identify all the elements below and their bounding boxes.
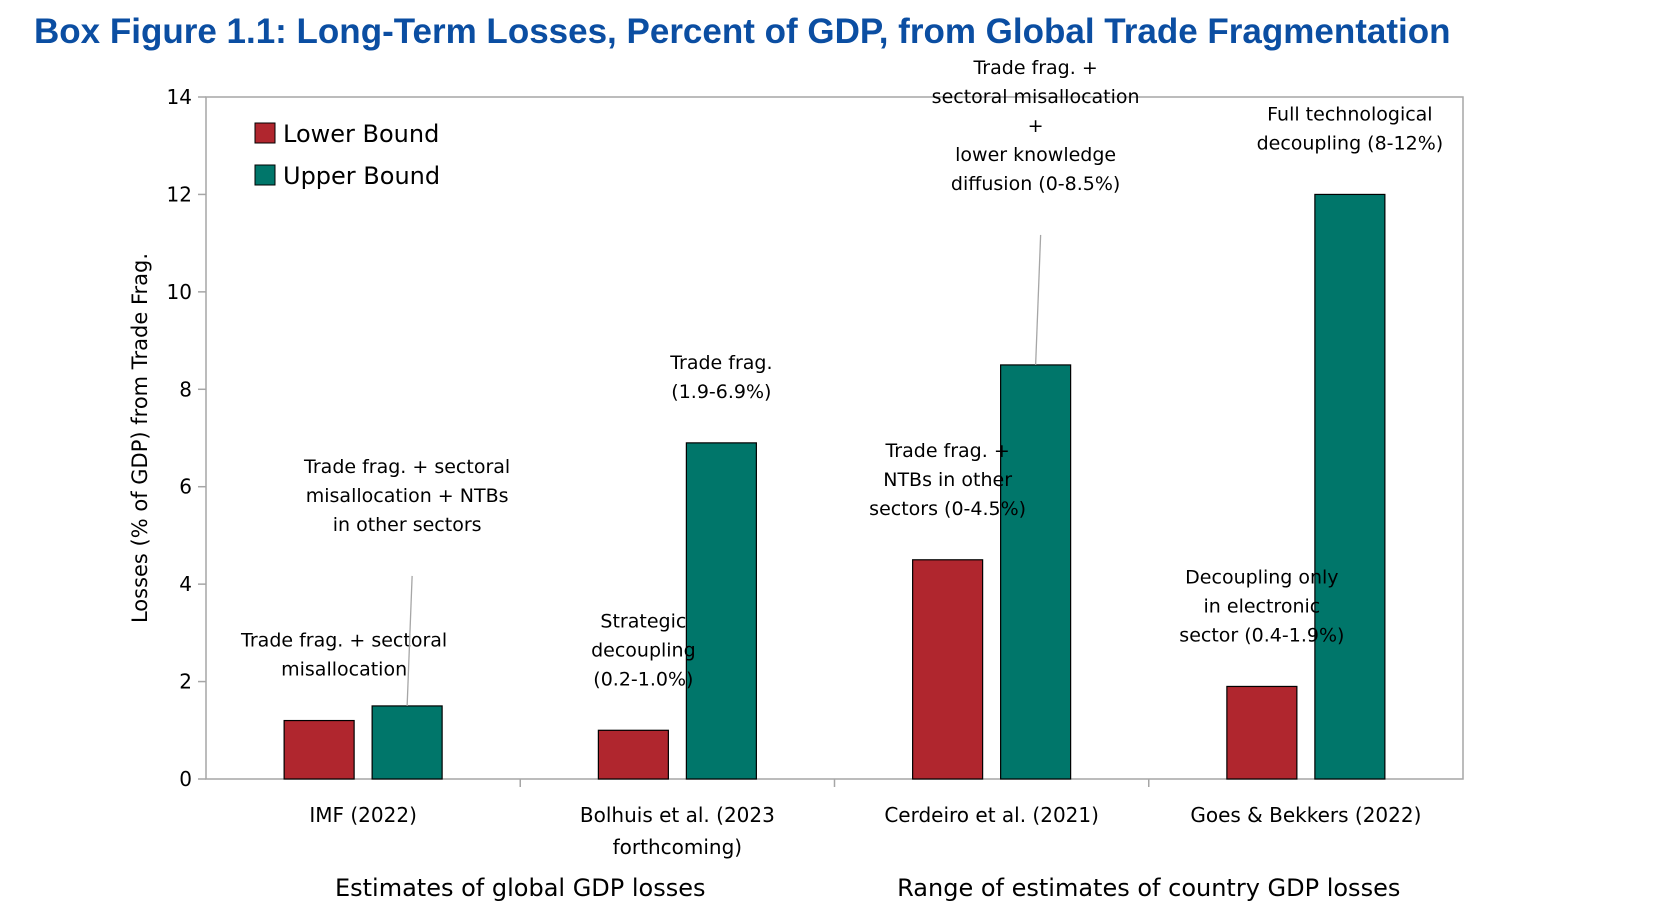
annotation-text: (0.2-1.0%): [593, 668, 693, 690]
y-tick-label: 14: [167, 85, 192, 109]
x-category-label: Bolhuis et al. (2023: [580, 803, 775, 827]
annotation-text: Trade frag. + sectoral: [303, 456, 510, 478]
chart-title: Box Figure 1.1: Long-Term Losses, Percen…: [34, 12, 1451, 51]
annotation-text: decoupling (8-12%): [1257, 132, 1444, 154]
annotation-text: sector (0.4-1.9%): [1179, 624, 1344, 646]
annotation-text: in electronic: [1204, 595, 1321, 617]
bar-upper-bound: [1000, 364, 1072, 780]
x-category-label: forthcoming): [613, 835, 742, 859]
bar-upper-bound: [1314, 193, 1386, 780]
legend-swatch-upper-bound: [254, 164, 276, 186]
annotation-text: Trade frag.: [669, 352, 772, 374]
y-tick-label: 8: [179, 377, 192, 401]
annotation-text: sectoral misallocation: [932, 86, 1140, 108]
bar-lower-bound: [597, 729, 669, 780]
annotation-text: Full technological: [1267, 103, 1432, 125]
annotation-text: Trade frag. +: [884, 440, 1009, 462]
annotation-text: in other sectors: [333, 514, 482, 536]
legend-label: Upper Bound: [283, 162, 440, 190]
y-tick-label: 0: [179, 767, 192, 791]
legend-swatch-lower-bound: [254, 122, 276, 144]
bar-lower-bound: [283, 719, 355, 780]
bar-lower-bound: [912, 559, 984, 780]
y-tick-label: 6: [179, 475, 192, 499]
annotation-text: Strategic: [600, 610, 686, 632]
y-tick-label: 2: [179, 670, 192, 694]
annotation-text: misallocation + NTBs: [306, 485, 509, 507]
annotation-text: +: [1028, 115, 1044, 137]
annotation-leader-line: [406, 575, 413, 706]
annotation-leader-line: [1034, 234, 1042, 365]
legend-label: Lower Bound: [283, 120, 439, 148]
y-tick-label: 12: [167, 182, 192, 206]
annotation-text: Trade frag. +: [972, 57, 1097, 79]
x-category-label: Goes & Bekkers (2022): [1190, 803, 1421, 827]
y-tick-label: 10: [167, 280, 192, 304]
annotation-text: Trade frag. + sectoral: [240, 630, 447, 652]
annotation-text: sectors (0-4.5%): [869, 498, 1026, 520]
annotation-text: decoupling: [591, 639, 696, 661]
group-label: Range of estimates of country GDP losses: [897, 874, 1400, 902]
annotation-text: Decoupling only: [1185, 566, 1338, 588]
group-label: Estimates of global GDP losses: [335, 874, 706, 902]
x-category-label: Cerdeiro et al. (2021): [884, 803, 1099, 827]
bar-lower-bound: [1226, 685, 1298, 780]
annotation-text: misallocation: [281, 659, 407, 681]
annotation-text: lower knowledge: [955, 144, 1116, 166]
y-tick-label: 4: [179, 572, 192, 596]
annotation-text: (1.9-6.9%): [671, 381, 771, 403]
x-category-label: IMF (2022): [309, 803, 417, 827]
annotation-text: NTBs in other: [883, 469, 1012, 491]
annotation-text: diffusion (0-8.5%): [951, 173, 1120, 195]
bar-upper-bound: [371, 705, 443, 780]
y-axis-title: Losses (% of GDP) from Trade Frag.: [128, 253, 152, 623]
bar-upper-bound: [685, 442, 757, 780]
